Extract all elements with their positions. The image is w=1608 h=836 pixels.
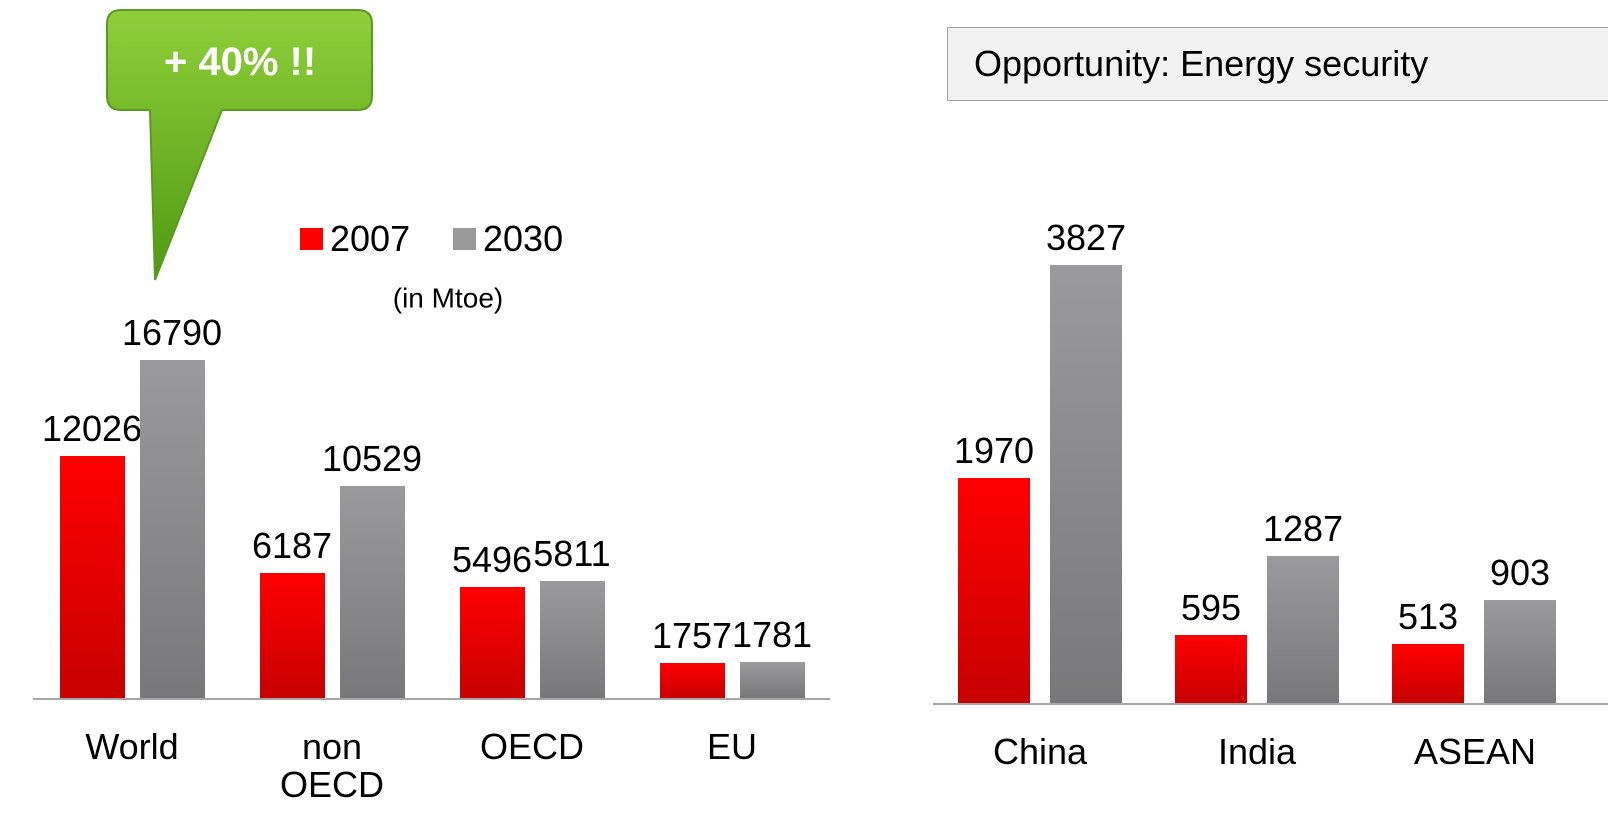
data-label: 12026 [41, 408, 143, 450]
bar [739, 662, 805, 698]
bar [1484, 599, 1556, 703]
legend-label: 2007 [330, 218, 411, 260]
chart-title: Opportunity: Energy security [974, 43, 1429, 84]
data-label: 595 [1180, 587, 1242, 629]
data-label: 513 [1397, 596, 1459, 638]
data-label: 5496 [451, 539, 533, 581]
bar [958, 477, 1030, 703]
x-tick-label: China [992, 731, 1088, 772]
title-box: Opportunity: Energy security [947, 27, 1608, 101]
x-tick-label: World [85, 726, 179, 767]
baseline [933, 703, 1608, 705]
bar [1050, 265, 1122, 703]
x-tick-label: India [1217, 731, 1297, 772]
data-label: 1970 [953, 429, 1035, 471]
bar [339, 486, 405, 698]
bar [1175, 634, 1247, 703]
bar [259, 573, 325, 698]
subtitle: (in Mtoe) [392, 282, 504, 314]
bar [659, 662, 725, 698]
data-label: 1287 [1262, 507, 1344, 549]
data-label: 903 [1489, 551, 1551, 593]
x-tick-label: OECD [479, 726, 584, 767]
data-label: 10529 [321, 438, 423, 480]
data-label: 3827 [1045, 217, 1127, 259]
data-label: 16790 [121, 312, 223, 354]
data-label: 1781 [731, 614, 813, 656]
callout [106, 9, 373, 281]
bar [1392, 644, 1464, 703]
data-label: 1757 [651, 614, 733, 656]
bar [59, 455, 125, 698]
legend-label: 2030 [483, 218, 564, 260]
bar [139, 360, 205, 698]
data-label: 6187 [251, 525, 333, 567]
legend-swatch [300, 228, 323, 250]
bar [1267, 555, 1339, 703]
legend-swatch [453, 228, 476, 250]
x-tick-label: EU [706, 726, 757, 767]
bar [459, 587, 525, 698]
x-tick-label: ASEAN [1414, 731, 1537, 772]
x-tick-label: non OECD [279, 726, 384, 805]
data-label: 5811 [533, 533, 611, 575]
callout-text: + 40% !! [163, 40, 317, 84]
callout-shape [106, 9, 373, 281]
baseline [33, 698, 830, 700]
bar [539, 581, 605, 698]
